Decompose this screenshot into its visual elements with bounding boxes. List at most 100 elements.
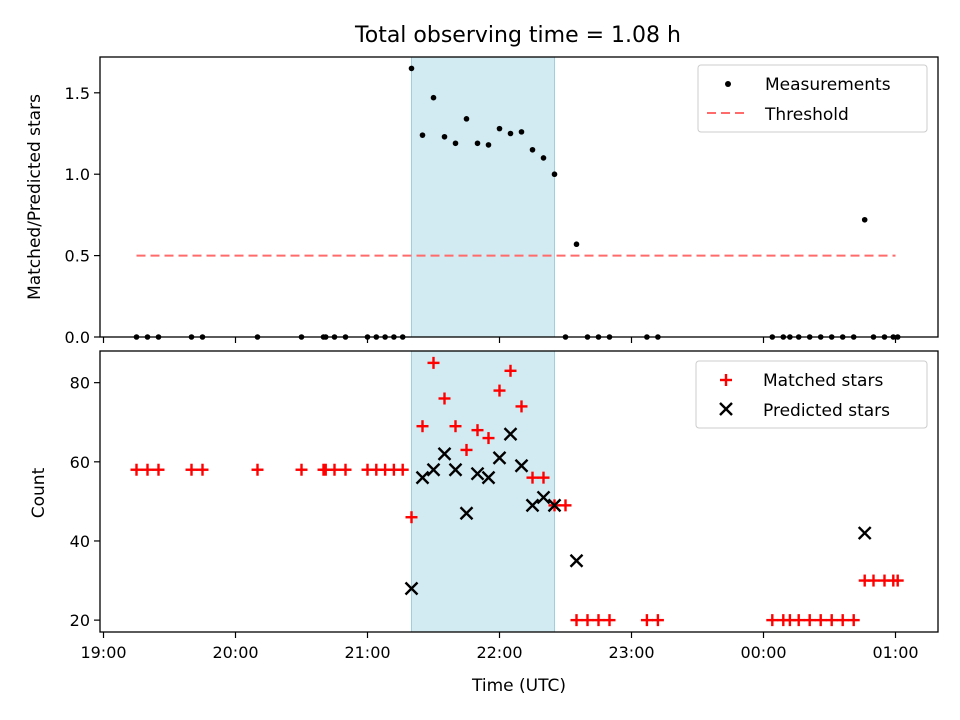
x-tick-label: 22:00 [476, 643, 522, 662]
matched-star-point [141, 463, 154, 476]
top-x-ticks [102, 337, 897, 343]
bottom-y-axis-label: Count [29, 467, 49, 518]
y-tick-label: 0.5 [65, 247, 90, 266]
matched-star-point [427, 356, 440, 369]
matched-star-point [792, 614, 805, 627]
matched-star-point [504, 364, 517, 377]
matched-star-point [766, 614, 779, 627]
legend-threshold-label: Threshold [764, 105, 849, 125]
measurement-point [529, 146, 536, 153]
matched-star-point [651, 614, 664, 627]
y-tick-label: 0.0 [65, 328, 90, 347]
predicted-star-point [514, 458, 529, 473]
y-tick-label: 1.5 [65, 84, 90, 103]
matched-star-point [396, 463, 409, 476]
bottom-legend: Matched stars Predicted stars [695, 360, 928, 429]
top-observing-window [411, 56, 555, 338]
bottom-y-ticks: 20 40 60 80 [70, 374, 100, 630]
measurement-point [441, 133, 448, 140]
y-tick-label: 20 [70, 611, 90, 630]
predicted-star-point [415, 470, 430, 485]
matched-star-point [339, 463, 352, 476]
measurement-point [496, 125, 503, 132]
matched-star-point [416, 420, 429, 433]
matched-star-point [438, 392, 451, 405]
matched-star-point [640, 614, 653, 627]
bottom-axes-frame [99, 350, 939, 633]
predicted-star-point [404, 581, 419, 596]
matched-star-point [449, 420, 462, 433]
predicted-star-point [525, 498, 540, 513]
predicted-star-point [536, 490, 551, 505]
matched-star-point [603, 614, 616, 627]
bottom-panel: 20 40 60 80 19:00 20:00 21:00 22:00 23:00 00:00 0… [29, 350, 939, 696]
matched-star-point [526, 471, 539, 484]
matched-star-point [581, 614, 594, 627]
top-panel: 0.0 0.5 1.0 1.5 Matched/Predicted stars Mea… [25, 56, 939, 347]
bottom-x-ticks: 19:00 20:00 21:00 22:00 23:00 00:00 01:00 [80, 632, 919, 662]
y-tick-label: 40 [70, 532, 90, 551]
predicted-star-point [857, 526, 872, 540]
predicted-star-point [481, 470, 496, 485]
top-y-ticks: 0.0 0.5 1.0 1.5 [65, 84, 100, 347]
measurement-point [573, 241, 580, 248]
matched-star-point [471, 424, 484, 437]
y-tick-label: 1.0 [65, 165, 90, 184]
bottom-observing-window [411, 350, 555, 633]
matched-star-point [891, 574, 904, 587]
matched-star-point [295, 463, 308, 476]
x-tick-label: 23:00 [608, 643, 654, 662]
predicted-star-point [459, 506, 474, 521]
measurement-point [485, 142, 492, 148]
matched-star-point [803, 614, 816, 627]
predicted-star-point [547, 498, 562, 513]
legend-measurements-label: Measurements [765, 75, 891, 95]
chart-title: Total observing time = 1.08 h [354, 23, 681, 48]
legend-matched-marker [720, 374, 732, 386]
matched-star-point [251, 463, 264, 476]
y-tick-label: 60 [70, 453, 90, 472]
predicted-star-point [503, 427, 518, 441]
matched-star-point [559, 499, 572, 512]
matched-star-point [592, 614, 605, 627]
matched-star-point [405, 511, 418, 524]
x-tick-label: 00:00 [740, 643, 786, 662]
legend-measurement-marker [725, 81, 731, 87]
matched-star-point [847, 614, 860, 627]
predicted-star-point [569, 553, 584, 568]
measurement-point [507, 130, 514, 137]
matched-star-point [152, 463, 165, 476]
matched-star-point [570, 614, 583, 627]
measurement-point [452, 140, 459, 147]
matched-star-points [130, 356, 904, 627]
measurement-point [551, 171, 558, 178]
matched-star-point [482, 432, 495, 445]
top-y-axis-label: Matched/Predicted stars [25, 94, 45, 300]
x-tick-label: 21:00 [344, 643, 390, 662]
matched-star-point [836, 614, 849, 627]
matched-star-point [515, 400, 528, 413]
matched-star-point [867, 574, 880, 587]
measurement-point [861, 216, 868, 223]
measurement-point [518, 129, 525, 135]
x-tick-label: 01:00 [872, 643, 918, 662]
top-axes-frame [99, 56, 939, 338]
x-tick-label: 19:00 [80, 643, 126, 662]
matched-star-point [537, 471, 550, 484]
y-tick-label: 80 [70, 374, 90, 393]
matched-star-point [185, 463, 198, 476]
matched-star-point [814, 614, 827, 627]
legend-predicted-marker [719, 402, 733, 416]
matched-star-point [328, 463, 341, 476]
measurement-point [540, 155, 547, 161]
matched-star-point [460, 443, 473, 456]
legend-matched-label: Matched stars [763, 371, 883, 391]
matched-star-point [493, 384, 506, 397]
predicted-star-point [426, 462, 441, 477]
predicted-star-points [404, 427, 872, 596]
predicted-star-point [437, 447, 452, 461]
predicted-star-point [448, 462, 463, 477]
matched-star-point [196, 463, 209, 476]
predicted-star-point [470, 466, 485, 481]
